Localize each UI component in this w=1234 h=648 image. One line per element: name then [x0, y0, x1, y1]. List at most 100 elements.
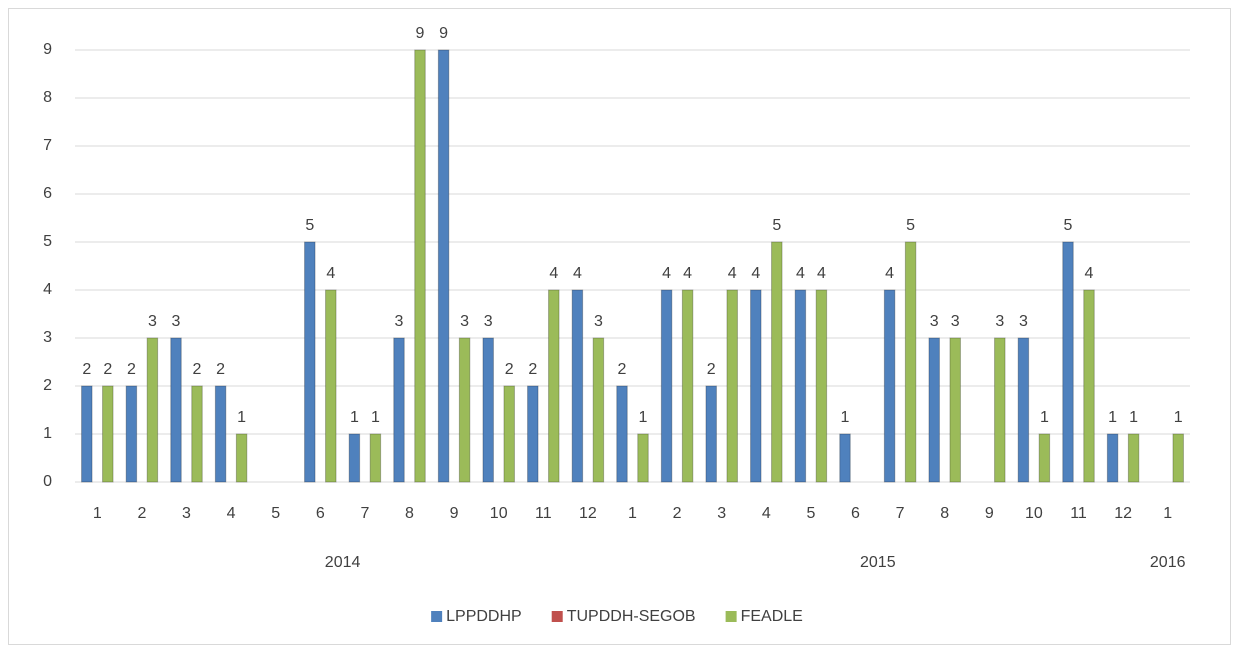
bar [235, 433, 248, 483]
bar [750, 289, 762, 483]
x-tick-label: 1 [628, 505, 637, 522]
data-label: 3 [395, 313, 404, 330]
bar [548, 289, 560, 483]
bar [458, 337, 471, 483]
bar [637, 433, 649, 483]
x-tick-label: 7 [360, 505, 369, 522]
data-label: 4 [683, 265, 692, 282]
x-tick-label: 1 [93, 505, 102, 522]
data-label: 2 [216, 361, 225, 378]
bar [949, 337, 961, 483]
bar [681, 289, 694, 483]
data-label: 3 [951, 313, 960, 330]
data-label: 4 [1085, 265, 1094, 282]
y-tick-label: 9 [43, 41, 52, 58]
y-tick-label: 0 [43, 473, 52, 490]
x-tick-label: 9 [450, 505, 459, 522]
x-tick-label: 3 [717, 505, 726, 522]
legend-swatch [725, 611, 737, 622]
data-label: 2 [528, 361, 537, 378]
y-tick-label: 4 [43, 281, 52, 298]
x-tick-label: 1 [1163, 505, 1172, 522]
bar [994, 337, 1006, 483]
bar [191, 385, 203, 483]
data-label: 4 [796, 265, 805, 282]
data-label: 4 [662, 265, 671, 282]
x-tick-label: 12 [1114, 505, 1132, 522]
data-label: 1 [639, 409, 648, 426]
data-label: 4 [885, 265, 894, 282]
legend-swatch [551, 611, 563, 622]
x-tick-label: 10 [1025, 505, 1043, 522]
bar [170, 337, 182, 483]
bar [393, 337, 405, 483]
data-label: 3 [148, 313, 157, 330]
data-label: 5 [1064, 217, 1073, 234]
data-label: 1 [1108, 409, 1117, 426]
bar [102, 385, 114, 483]
group-label: 2016 [1150, 554, 1186, 571]
data-label: 2 [82, 361, 91, 378]
data-label: 4 [728, 265, 737, 282]
bar [1127, 433, 1140, 483]
x-tick-label: 10 [490, 505, 508, 522]
data-label: 2 [505, 361, 514, 378]
bar [794, 289, 807, 483]
x-tick-label: 6 [851, 505, 860, 522]
data-label: 4 [751, 265, 760, 282]
bar [527, 385, 539, 483]
bar [414, 49, 426, 483]
data-label: 3 [172, 313, 181, 330]
bar [503, 385, 515, 483]
bar [1017, 337, 1030, 483]
bar [325, 289, 337, 483]
data-label: 1 [350, 409, 359, 426]
data-label: 4 [549, 265, 558, 282]
bar [81, 385, 93, 483]
x-tick-label: 8 [940, 505, 949, 522]
bar [146, 337, 159, 483]
data-label: 3 [460, 313, 469, 330]
x-tick-label: 5 [271, 505, 280, 522]
data-label: 5 [772, 217, 781, 234]
bar [571, 289, 584, 483]
bar [771, 241, 783, 483]
data-label: 2 [103, 361, 112, 378]
data-label: 9 [439, 25, 448, 42]
bar [214, 385, 227, 483]
bar [616, 385, 628, 483]
bar [437, 49, 450, 483]
bar [369, 433, 382, 483]
data-label: 9 [416, 25, 425, 42]
x-tick-label: 5 [806, 505, 815, 522]
y-tick-label: 8 [43, 89, 52, 106]
data-label: 5 [906, 217, 915, 234]
bar [904, 241, 917, 483]
legend-swatch [431, 611, 443, 622]
bar [928, 337, 940, 483]
bar [348, 433, 361, 483]
bar [815, 289, 828, 483]
bar [1038, 433, 1051, 483]
bar [705, 385, 717, 483]
bar [1083, 289, 1095, 483]
bar [726, 289, 738, 483]
bar [839, 433, 851, 483]
x-tick-label: 4 [227, 505, 236, 522]
legend-label: TUPDDH-SEGOB [567, 608, 696, 625]
x-tick-label: 8 [405, 505, 414, 522]
group-label: 2014 [325, 554, 361, 571]
bar [1172, 433, 1184, 483]
data-label: 1 [1129, 409, 1138, 426]
y-tick-label: 5 [43, 233, 52, 250]
data-label: 2 [127, 361, 136, 378]
x-tick-label: 3 [182, 505, 191, 522]
y-tick-label: 1 [43, 425, 52, 442]
y-tick-label: 3 [43, 329, 52, 346]
x-tick-label: 7 [896, 505, 905, 522]
y-tick-label: 2 [43, 377, 52, 394]
data-label: 1 [841, 409, 850, 426]
data-label: 4 [326, 265, 335, 282]
data-label: 1 [1040, 409, 1049, 426]
